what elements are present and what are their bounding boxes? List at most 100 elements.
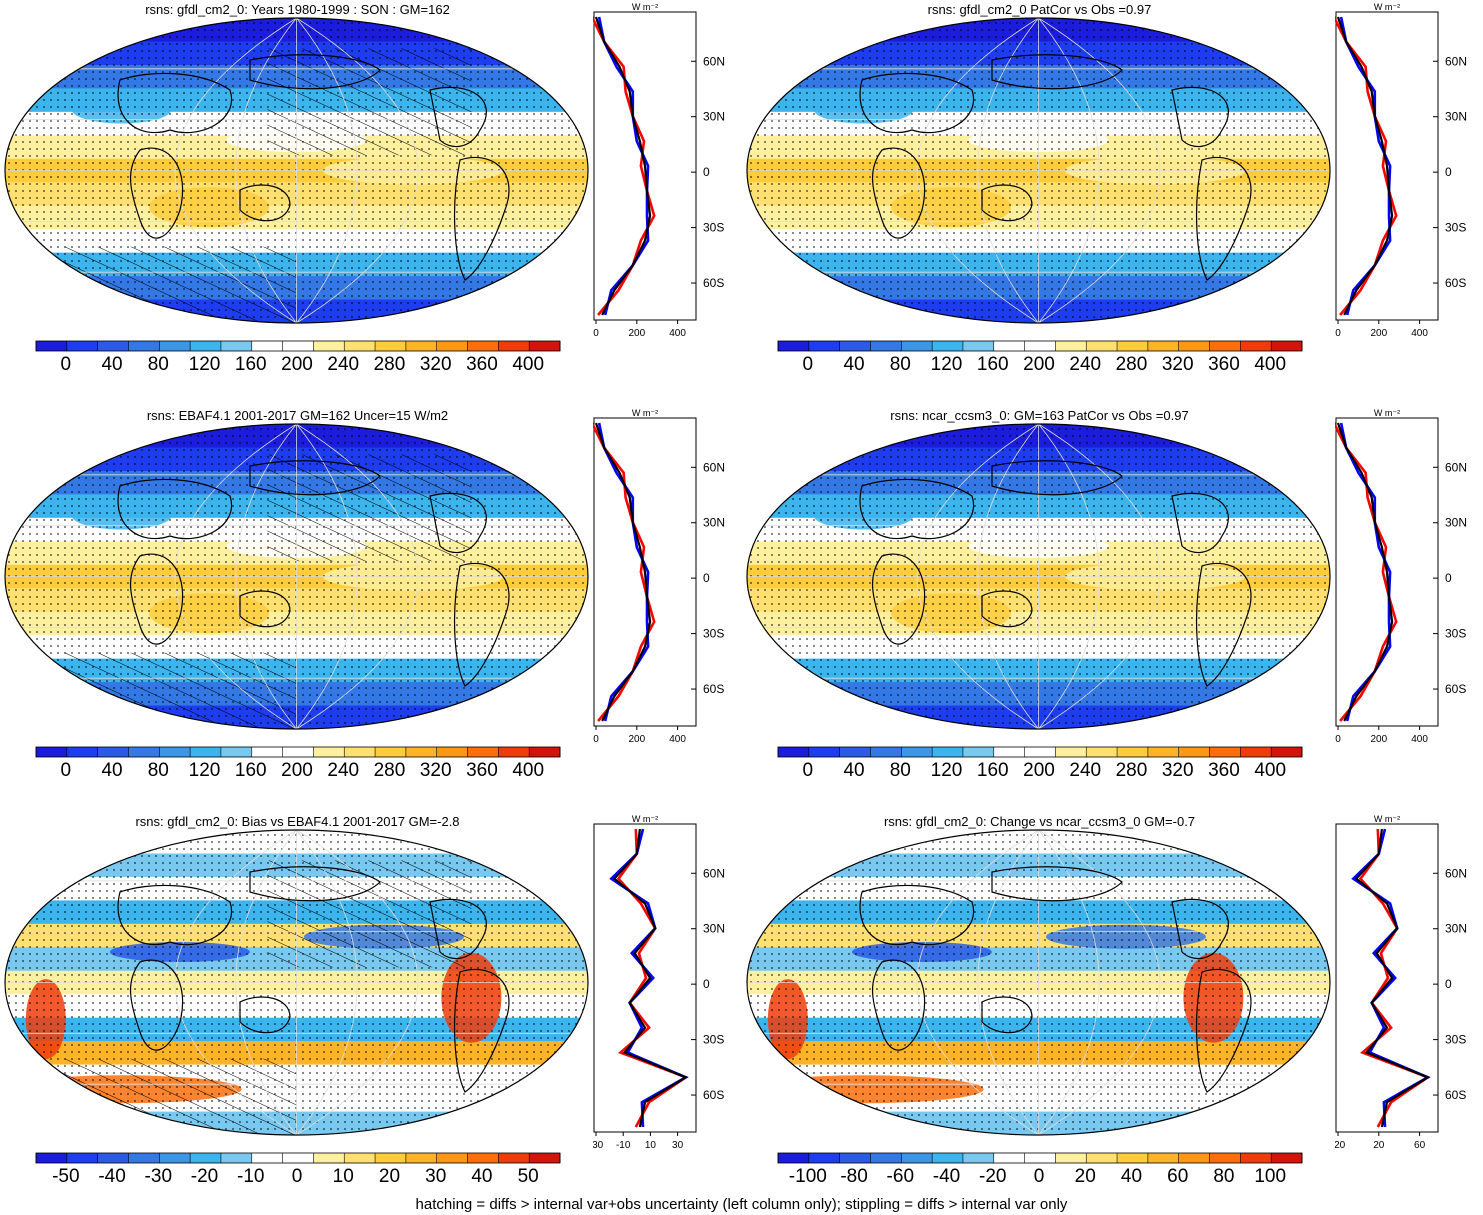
colorbar-swatch <box>839 747 871 757</box>
colorbar-swatch <box>839 1153 871 1163</box>
colorbar-swatch <box>529 747 561 757</box>
colorbar-label: 80 <box>889 354 911 375</box>
panel-model-abs: rsns: gfdl_cm2_0: Years 1980-1999 : SON … <box>0 0 740 400</box>
zonal-x-tick-label: 0 <box>593 734 599 745</box>
zonal-line-mean <box>594 422 652 722</box>
colorbar-swatch <box>436 341 469 351</box>
lat-tick-label: 30S <box>1445 1033 1466 1047</box>
colorbar-swatch <box>344 341 376 351</box>
colorbar-label: 0 <box>1033 1166 1045 1187</box>
colorbar-swatch <box>1240 1153 1272 1163</box>
zonal-x-tick-label: 60 <box>1414 1140 1426 1151</box>
zonal-x-tick-label: 30 <box>672 1140 684 1151</box>
panel-title: rsns: gfdl_cm2_0: Years 1980-1999 : SON … <box>145 2 450 17</box>
colorbar-swatch <box>190 341 222 351</box>
zonal-x-tick-label: 200 <box>1370 328 1387 339</box>
lat-tick-label: 60S <box>1445 682 1466 696</box>
colorbar-swatch <box>467 747 499 757</box>
lat-tick-label: 60S <box>1445 1088 1466 1102</box>
colorbar-swatch <box>1086 1153 1118 1163</box>
colorbar-swatch <box>405 341 438 351</box>
colorbar-label: 120 <box>188 760 221 781</box>
colorbar-swatch <box>344 747 376 757</box>
lat-tick-label: 60N <box>703 460 725 474</box>
panel-obs: rsns: EBAF4.1 2001-2017 GM=162 Uncer=15 … <box>0 406 740 806</box>
colorbar-swatch <box>901 341 933 351</box>
colorbar-swatch <box>97 747 129 757</box>
colorbar-swatch <box>1086 747 1118 757</box>
colorbar-label: 400 <box>1254 354 1287 375</box>
colorbar-swatch <box>1178 341 1211 351</box>
colorbar-swatch <box>498 1153 530 1163</box>
zonal-mean-plot: W m⁻² 60N 30N 0 30S 60S 0 200 400 <box>593 2 725 339</box>
colorbar-swatch <box>808 747 841 757</box>
colorbar-swatch <box>159 1153 191 1163</box>
colorbar-swatch <box>1178 747 1211 757</box>
colorbar-swatch <box>282 341 314 351</box>
colorbar-swatch <box>1147 1153 1180 1163</box>
zonal-unit: W m⁻² <box>632 814 658 824</box>
colorbar-label: 320 <box>1161 760 1194 781</box>
colorbar-swatch <box>962 747 995 757</box>
colorbar-swatch <box>808 1153 841 1163</box>
colorbar-swatch <box>313 341 345 351</box>
colorbar-label: 160 <box>976 760 1009 781</box>
lat-tick-label: 30S <box>703 1033 724 1047</box>
colorbar-swatch <box>128 1153 160 1163</box>
map <box>746 17 1331 324</box>
zonal-line-mean <box>1336 16 1394 316</box>
colorbar-label: 400 <box>512 760 545 781</box>
colorbar-swatch <box>1117 1153 1149 1163</box>
colorbar-swatch <box>529 341 561 351</box>
colorbar-swatch <box>1240 341 1272 351</box>
zonal-x-tick-label: 400 <box>1411 734 1428 745</box>
panel-model-patcor: rsns: gfdl_cm2_0 PatCor vs Obs =0.97 0 40… <box>742 0 1482 400</box>
colorbar-label: 0 <box>802 354 814 375</box>
lat-tick-label: 0 <box>703 165 710 179</box>
colorbar-swatch <box>993 1153 1026 1163</box>
colorbar-swatch <box>839 341 871 351</box>
colorbar-swatch <box>36 747 68 757</box>
colorbar-label: 160 <box>976 354 1009 375</box>
colorbar-swatch <box>498 747 530 757</box>
colorbar-label: 360 <box>1208 760 1240 781</box>
colorbar-swatch <box>962 341 995 351</box>
colorbar-swatch <box>778 747 810 757</box>
colorbar-label: 20 <box>378 1166 401 1187</box>
colorbar-swatch <box>932 747 964 757</box>
colorbar-label: -30 <box>144 1166 173 1187</box>
footer-note: hatching = diffs > internal var+obs unce… <box>415 1196 1068 1213</box>
colorbar-swatch <box>1055 1153 1087 1163</box>
colorbar-swatch <box>1024 1153 1056 1163</box>
lat-tick-label: 60S <box>703 276 724 290</box>
lat-tick-label: 60S <box>703 1088 724 1102</box>
colorbar-label: 360 <box>466 354 498 375</box>
zonal-x-tick-label: 400 <box>669 328 686 339</box>
colorbar-swatch <box>778 1153 810 1163</box>
colorbar-swatch <box>993 747 1026 757</box>
lat-tick-label: 30N <box>703 516 725 530</box>
lat-tick-label: 30S <box>703 221 724 235</box>
colorbar-swatch <box>1209 1153 1241 1163</box>
colorbar-swatch <box>128 341 160 351</box>
colorbar-label: 80 <box>147 760 169 781</box>
colorbar-swatch <box>932 1153 964 1163</box>
colorbar-label: 80 <box>889 760 911 781</box>
lat-tick-label: 30N <box>1445 110 1467 124</box>
colorbar-label: 40 <box>101 354 123 375</box>
lat-tick-label: 30N <box>703 110 725 124</box>
colorbar-swatch <box>66 341 99 351</box>
colorbar-swatch <box>159 341 191 351</box>
lat-tick-label: 30N <box>1445 516 1467 530</box>
colorbar-swatch <box>1240 747 1272 757</box>
map <box>4 829 589 1136</box>
lat-tick-label: 30N <box>1445 922 1467 936</box>
colorbar-label: 240 <box>327 760 360 781</box>
colorbar-swatch <box>808 341 841 351</box>
colorbar-swatch <box>1055 747 1087 757</box>
colorbar-swatch <box>190 747 222 757</box>
colorbar-swatch <box>870 341 902 351</box>
zonal-x-tick-label: 200 <box>628 328 645 339</box>
lat-tick-label: 0 <box>703 571 710 585</box>
zonal-line-mean <box>612 828 689 1128</box>
